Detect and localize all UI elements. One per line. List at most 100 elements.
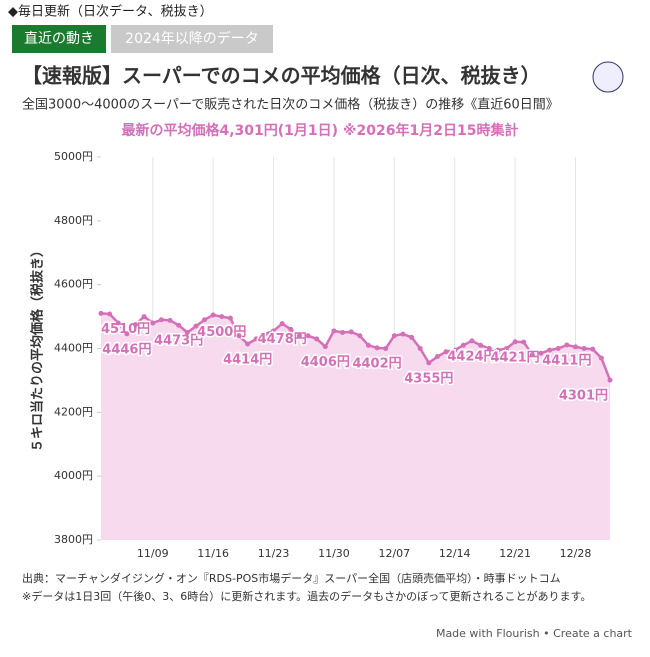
point [529, 352, 535, 358]
y-tick-label: 5000円 [54, 150, 93, 163]
point [133, 322, 139, 328]
point [417, 346, 423, 351]
plot: 3800円 4000円 4200円 4400円 4600円 4800円 5000円 11/09… [54, 150, 613, 560]
point [521, 339, 527, 345]
point [331, 328, 337, 334]
point [581, 346, 587, 351]
tab-label[interactable]: 2024年以降のデータ [125, 30, 259, 47]
point [512, 339, 518, 345]
point [503, 346, 509, 351]
point [443, 349, 449, 355]
point [193, 323, 199, 329]
point [547, 347, 553, 353]
x-tick-label: 11/30 [318, 547, 350, 560]
point [400, 331, 406, 337]
logo [592, 61, 624, 93]
point [391, 333, 397, 339]
tab-label[interactable]: 直近の動き [24, 30, 94, 47]
source: 出典：マーチャンダイジング・オン『RDS-POS市場データ』スーパー全国（店頭売… [22, 571, 561, 585]
point [107, 311, 113, 317]
data-label: 4478円 [258, 332, 307, 347]
data-label: 4406円 [301, 355, 350, 370]
data-label: 4446円 [102, 342, 151, 357]
footer-note: ※データは1日3回（午後0、3、6時台）に更新されます。過去のデータもさかのぼっ… [22, 589, 591, 603]
point [219, 314, 225, 320]
data-label: 4402円 [352, 356, 401, 371]
y-tick-label: 4000円 [54, 469, 93, 482]
x-tick-label: 12/14 [439, 547, 471, 560]
point [296, 333, 302, 339]
point [314, 336, 320, 342]
point [245, 341, 251, 347]
y-axis-label: ５キロ当たりの平均価格（税抜き） [30, 244, 46, 452]
point [607, 377, 613, 383]
point [357, 333, 363, 339]
x-tick-label: 11/23 [258, 547, 290, 560]
data-label: 4411円 [542, 353, 591, 368]
data-label: 4301円 [559, 389, 608, 404]
tab-active[interactable] [12, 25, 106, 53]
point [590, 346, 596, 352]
data-label: 4500円 [197, 325, 246, 340]
point [460, 342, 466, 348]
point [150, 320, 156, 326]
point [158, 317, 164, 323]
data-label: 4421円 [491, 350, 540, 365]
data-label: 4510円 [101, 322, 150, 337]
y-tick-label: 4600円 [54, 278, 93, 291]
point [598, 355, 604, 361]
y-tick-label: 3800円 [54, 533, 93, 546]
data-label: 4473円 [154, 334, 203, 349]
data-label: 4414円 [223, 353, 272, 368]
point [271, 328, 277, 334]
point [452, 347, 458, 353]
x-tick-label: 11/09 [137, 547, 169, 560]
point [279, 321, 285, 327]
point [124, 331, 130, 337]
x-tick-label: 12/28 [560, 547, 592, 560]
data-label: 4424円 [447, 349, 496, 364]
y-tick-label: 4400円 [54, 342, 93, 355]
point [227, 315, 233, 321]
y-tick-label: 4800円 [54, 214, 93, 227]
tab[interactable] [111, 25, 273, 53]
point [564, 342, 570, 348]
point [555, 346, 561, 351]
credit[interactable]: Made with Flourish • Create a chart [436, 627, 633, 640]
point [365, 342, 371, 348]
point [340, 330, 346, 336]
data-label: 4355円 [404, 371, 453, 386]
x-tick-label: 12/21 [499, 547, 531, 560]
y-tick-label: 4200円 [54, 405, 93, 418]
point [210, 312, 216, 318]
point [478, 342, 484, 348]
point [383, 346, 389, 351]
point [262, 331, 268, 337]
point [288, 326, 294, 332]
point [322, 344, 328, 350]
point [115, 320, 121, 326]
chart-subtitle: 全国3000〜4000のスーパーで販売された日次のコメ価格（税抜き）の推移《直近… [22, 97, 559, 113]
point [495, 347, 501, 353]
point [348, 329, 354, 335]
point [305, 333, 311, 339]
area [101, 313, 610, 540]
point [167, 317, 173, 323]
point [572, 344, 578, 350]
point [236, 333, 242, 339]
point [434, 353, 440, 359]
point [202, 317, 208, 323]
x-tick-label: 12/07 [378, 547, 410, 560]
point [538, 350, 544, 356]
highlight: 最新の平均価格4,301円(1月1日) ※2026年1月2日15時集計 [122, 122, 519, 139]
point [374, 345, 380, 351]
update-note: ◆毎日更新（日次データ、税抜き） [8, 4, 213, 20]
point [98, 310, 104, 316]
point [176, 322, 182, 328]
point [486, 346, 492, 351]
point [253, 336, 259, 342]
point [141, 314, 147, 320]
chart-title: 【速報版】スーパーでのコメの平均価格（日次、税抜き） [22, 64, 541, 88]
point [426, 360, 432, 366]
